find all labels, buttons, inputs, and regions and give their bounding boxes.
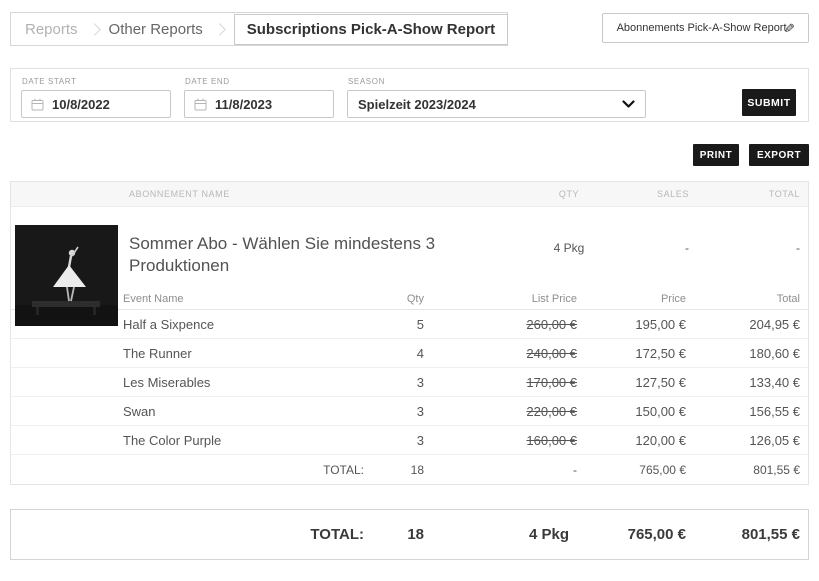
event-row: The Color Purple 3 160,00 € 120,00 € 126…	[11, 426, 808, 455]
events-total-row: TOTAL: 18 - 765,00 € 801,55 €	[11, 455, 808, 484]
season-field: SEASON Spielzeit 2023/2024	[347, 76, 646, 118]
package-name-cell: Sommer Abo - Wählen Sie mindestens 3 Pro…	[11, 219, 539, 327]
event-name: Swan	[123, 403, 156, 419]
grand-total-row: TOTAL: 18 4 Pkg 765,00 € 801,55 €	[10, 509, 809, 560]
event-qty: 3	[416, 432, 424, 448]
submit-button[interactable]: SUBMIT	[742, 89, 796, 116]
filter-bar: DATE START 10/8/2022 DATE END	[10, 68, 809, 122]
export-button[interactable]: EXPORT	[749, 144, 809, 166]
events-total-qty: 18	[410, 462, 424, 477]
calendar-icon	[194, 98, 207, 110]
breadcrumb-other-reports[interactable]: Other Reports	[108, 20, 203, 38]
event-row: Half a Sixpence 5 260,00 € 195,00 € 204,…	[11, 310, 808, 339]
column-header-abonnement-name: ABONNEMENT NAME	[129, 189, 230, 199]
event-price: 127,50 €	[635, 374, 686, 390]
date-start-input[interactable]: 10/8/2022	[21, 90, 171, 118]
date-start-label: DATE START	[22, 77, 77, 86]
column-header-sales: SALES	[656, 189, 689, 199]
date-end-input[interactable]: 11/8/2023	[184, 90, 334, 118]
event-total: 180,60 €	[749, 345, 800, 361]
date-end-field: DATE END 11/8/2023	[184, 76, 334, 118]
chevron-down-icon	[622, 99, 635, 108]
events-total-total: 801,55 €	[753, 462, 800, 477]
chevron-right-icon	[212, 22, 226, 36]
event-price: 120,00 €	[635, 432, 686, 448]
package-total: -	[796, 240, 800, 255]
event-total: 133,40 €	[749, 374, 800, 390]
event-name: Half a Sixpence	[123, 316, 215, 332]
date-start-value: 10/8/2022	[52, 96, 110, 112]
event-price: 195,00 €	[635, 316, 686, 332]
column-header-qty: QTY	[558, 189, 580, 199]
event-list-price: 160,00 €	[526, 432, 577, 448]
event-column-list-price: List Price	[531, 292, 577, 305]
abonnements-report-button[interactable]: Abonnements Pick-A-Show Report ✎	[602, 13, 809, 43]
event-row: Les Miserables 3 170,00 € 127,50 € 133,4…	[11, 368, 808, 397]
event-column-total: Total	[776, 292, 800, 305]
package-qty: 4 Pkg	[553, 240, 585, 255]
date-end-value: 11/8/2023	[215, 96, 273, 112]
event-name: Les Miserables	[123, 374, 211, 390]
event-list-price: 260,00 €	[526, 316, 577, 332]
event-list-price: 220,00 €	[526, 403, 577, 419]
events-total-list-price: -	[573, 462, 577, 477]
event-column-name: Event Name	[123, 292, 184, 305]
event-row: Swan 3 220,00 € 150,00 € 156,55 €	[11, 397, 808, 426]
grand-total-amount: 801,55 €	[741, 526, 800, 543]
breadcrumb: Reports Other Reports Subscriptions Pick…	[10, 12, 509, 46]
event-price: 150,00 €	[635, 403, 686, 419]
event-qty: 4	[416, 345, 424, 361]
season-selected-value: Spielzeit 2023/2024	[358, 96, 476, 112]
event-total: 156,55 €	[749, 403, 800, 419]
event-qty: 3	[416, 403, 424, 419]
grand-total-packages: 4 Pkg	[528, 526, 569, 543]
event-price: 172,50 €	[635, 345, 686, 361]
event-column-qty: Qty	[406, 292, 424, 305]
package-thumbnail-image	[15, 225, 118, 327]
date-start-field: DATE START 10/8/2022	[21, 76, 171, 118]
top-bar: Reports Other Reports Subscriptions Pick…	[10, 12, 809, 46]
event-column-price: Price	[660, 292, 686, 305]
season-select[interactable]: Spielzeit 2023/2024	[347, 90, 646, 118]
breadcrumb-reports[interactable]: Reports	[25, 20, 78, 38]
grand-total-label: TOTAL:	[310, 526, 364, 543]
column-header-total: TOTAL	[768, 189, 800, 199]
pencil-icon: ✎	[783, 20, 795, 36]
events-total-label: TOTAL:	[323, 462, 364, 477]
calendar-icon	[31, 98, 44, 110]
abonnements-report-button-label: Abonnements Pick-A-Show Report	[616, 22, 787, 34]
report-page: Reports Other Reports Subscriptions Pick…	[10, 12, 809, 560]
event-name: The Runner	[123, 345, 192, 361]
season-label: SEASON	[348, 77, 385, 86]
package-title: Sommer Abo - Wählen Sie mindestens 3 Pro…	[129, 234, 436, 275]
event-list-price: 240,00 €	[526, 345, 577, 361]
event-qty: 3	[416, 374, 424, 390]
chevron-right-icon	[87, 22, 101, 36]
report-actions: PRINT EXPORT	[10, 144, 809, 166]
table-header-row: ABONNEMENT NAME QTY SALES TOTAL	[11, 182, 808, 207]
grand-total-price: 765,00 €	[627, 526, 686, 543]
subscriptions-report-table: ABONNEMENT NAME QTY SALES TOTAL	[10, 181, 809, 485]
package-row: Sommer Abo - Wählen Sie mindestens 3 Pro…	[11, 207, 808, 327]
breadcrumb-current-page: Subscriptions Pick-A-Show Report	[233, 13, 509, 45]
event-total: 204,95 €	[749, 316, 800, 332]
event-total: 126,05 €	[749, 432, 800, 448]
event-list-price: 170,00 €	[526, 374, 577, 390]
print-button[interactable]: PRINT	[693, 144, 739, 166]
event-name: The Color Purple	[123, 432, 222, 448]
event-qty: 5	[416, 316, 424, 332]
event-row: The Runner 4 240,00 € 172,50 € 180,60 €	[11, 339, 808, 368]
date-end-label: DATE END	[185, 77, 230, 86]
events-total-price: 765,00 €	[639, 462, 686, 477]
package-sales: -	[685, 240, 689, 255]
event-table-header-row: Event Name Qty List Price Price Total	[11, 288, 808, 310]
grand-total-qty: 18	[407, 526, 424, 543]
